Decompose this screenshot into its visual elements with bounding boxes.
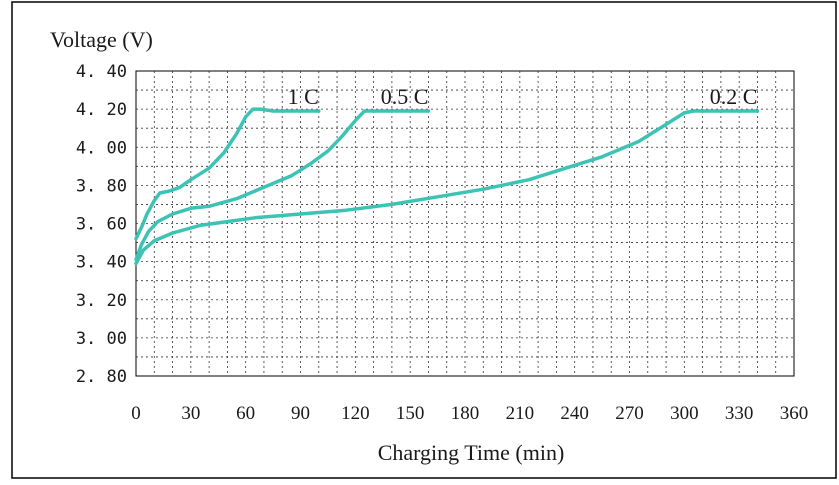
y-tick-label: 2. 80 [76, 367, 127, 387]
y-tick-labels: 4. 40 4. 20 4. 00 3. 80 3. 60 3. 40 3. 20 3. 00… [76, 62, 127, 387]
figure-border [11, 1, 837, 479]
y-tick-label: 3. 40 [76, 253, 127, 273]
y-tick-label: 4. 00 [76, 138, 127, 158]
x-tick-label: 120 [341, 403, 370, 424]
x-tick-label: 270 [615, 403, 644, 424]
x-tick-label: 240 [560, 403, 589, 424]
y-tick-label: 3. 00 [76, 329, 127, 349]
x-tick-label: 210 [506, 403, 535, 424]
series-line [134, 107, 321, 241]
series-line [134, 109, 760, 266]
x-axis-title: Charging Time (min) [378, 440, 565, 465]
y-tick-label: 3. 60 [76, 215, 127, 235]
y-tick-label: 4. 40 [76, 62, 127, 82]
y-tick-label: 3. 80 [76, 176, 127, 196]
x-tick-label: 30 [181, 403, 200, 424]
x-tick-label: 0 [131, 403, 141, 424]
series-label: 0.5 C [381, 84, 429, 109]
y-axis-title: Voltage (V) [50, 27, 153, 52]
x-tick-label: 360 [780, 403, 809, 424]
series-lines [134, 107, 760, 266]
series-label: 0.2 C [710, 84, 758, 109]
x-tick-label: 330 [725, 403, 754, 424]
x-tick-label: 90 [291, 403, 310, 424]
grid-lines [136, 71, 794, 376]
x-tick-labels: 0 30 60 90 120 150 180 210 240 270 300 330 360 [131, 403, 808, 424]
y-tick-label: 3. 20 [76, 291, 127, 311]
series-labels: 1 C 0.5 C 0.2 C [288, 84, 758, 109]
x-tick-label: 300 [670, 403, 699, 424]
series-line [134, 109, 431, 262]
x-tick-label: 150 [396, 403, 425, 424]
x-tick-label: 180 [451, 403, 480, 424]
y-tick-label: 4. 20 [76, 100, 127, 120]
x-tick-label: 60 [236, 403, 255, 424]
series-label: 1 C [288, 84, 319, 109]
